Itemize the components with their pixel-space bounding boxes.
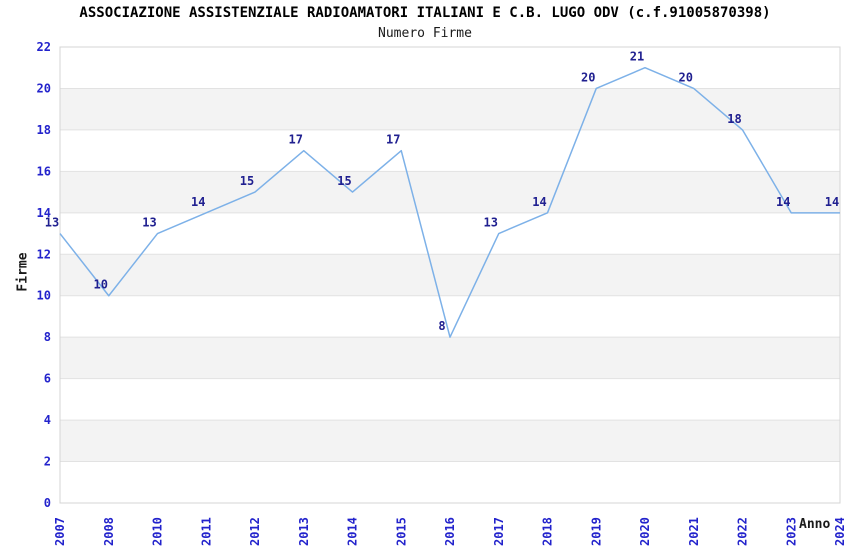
data-point-label: 15 — [337, 174, 351, 188]
x-tick-label: 2019 — [589, 517, 603, 546]
plot-border — [59, 46, 841, 504]
y-tick-label: 14 — [37, 206, 51, 220]
y-tick-label: 16 — [37, 164, 51, 178]
x-tick-label: 2007 — [53, 517, 67, 546]
x-tick-label: 2020 — [638, 517, 652, 546]
data-point-label: 13 — [484, 216, 498, 230]
y-tick-label: 10 — [37, 289, 51, 303]
y-tick-label: 20 — [37, 81, 51, 95]
y-tick-label: 8 — [44, 330, 51, 344]
band-stripe — [60, 171, 840, 213]
data-point-label: 20 — [679, 70, 693, 84]
x-tick-label: 2023 — [784, 517, 798, 546]
x-tick-label: 2021 — [687, 517, 701, 546]
x-tick-label: 2018 — [541, 517, 555, 546]
x-tick-label: 2017 — [492, 517, 506, 546]
data-point-label: 17 — [386, 133, 400, 147]
data-point-label: 10 — [94, 278, 108, 292]
x-tick-label: 2014 — [346, 517, 360, 546]
data-point-label: 15 — [240, 174, 254, 188]
data-point-label: 14 — [191, 195, 205, 209]
y-tick-label: 12 — [37, 247, 51, 261]
x-tick-label: 2008 — [102, 517, 116, 546]
y-tick-label: 22 — [37, 40, 51, 54]
band-stripe — [60, 254, 840, 296]
y-tick-label: 2 — [44, 455, 51, 469]
x-tick-label: 2010 — [151, 517, 165, 546]
data-point-label: 21 — [630, 50, 644, 64]
data-point-label: 14 — [825, 195, 839, 209]
y-tick-label: 4 — [44, 413, 51, 427]
data-line — [59, 66, 840, 338]
y-tick-label: 18 — [37, 123, 51, 137]
data-point-label: 13 — [142, 216, 156, 230]
band-stripe — [60, 88, 840, 130]
band-stripe — [60, 337, 840, 379]
data-point-label: 8 — [438, 319, 445, 333]
data-point-label: 20 — [581, 70, 595, 84]
y-tick-label: 0 — [44, 496, 51, 510]
data-point-label: 17 — [289, 133, 303, 147]
data-point-label: 13 — [45, 216, 59, 230]
data-point-label: 18 — [727, 112, 741, 126]
x-tick-label: 2022 — [736, 517, 750, 546]
chart-title: ASSOCIAZIONE ASSISTENZIALE RADIOAMATORI … — [79, 5, 771, 21]
band-stripe — [60, 420, 840, 462]
chart-subtitle: Numero Firme — [378, 26, 472, 41]
x-axis-title: Anno — [799, 517, 831, 532]
x-tick-label: 2011 — [199, 517, 213, 546]
x-tick-label: 2024 — [833, 517, 847, 546]
x-tick-label: 2015 — [394, 517, 408, 546]
data-point-label: 14 — [532, 195, 546, 209]
x-tick-label: 2012 — [248, 517, 262, 546]
y-tick-label: 6 — [44, 372, 51, 386]
x-tick-label: 2016 — [443, 517, 457, 546]
data-point-label: 14 — [776, 195, 790, 209]
x-tick-label: 2013 — [297, 517, 311, 546]
